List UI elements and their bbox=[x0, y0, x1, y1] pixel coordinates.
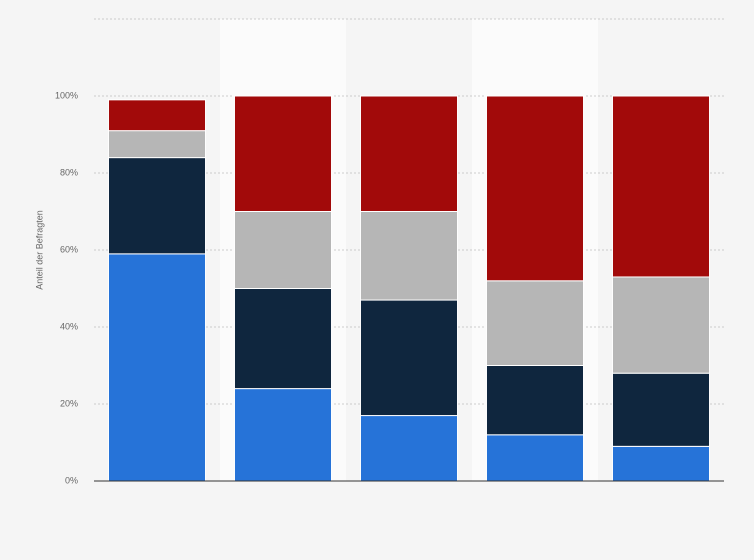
y-tick-label: 40% bbox=[60, 321, 78, 331]
bar-segment bbox=[233, 211, 333, 289]
bar-segment bbox=[107, 130, 207, 159]
y-tick-label: 100% bbox=[55, 90, 78, 100]
bar-segment bbox=[485, 280, 585, 366]
bar-segment bbox=[107, 157, 207, 255]
bar-segment bbox=[233, 288, 333, 390]
y-tick-label: 0% bbox=[65, 475, 78, 485]
bar-segment bbox=[611, 372, 711, 447]
bar-segment bbox=[359, 95, 459, 212]
bar-segment bbox=[611, 276, 711, 374]
bar-segment bbox=[485, 365, 585, 436]
y-tick-label: 60% bbox=[60, 244, 78, 254]
bar-segment bbox=[359, 211, 459, 301]
bar-segment bbox=[611, 95, 711, 278]
bar-segment bbox=[485, 434, 585, 482]
bar-segment bbox=[107, 253, 207, 482]
bar-segment bbox=[485, 95, 585, 282]
bar-segment bbox=[359, 299, 459, 417]
bar-segment bbox=[233, 95, 333, 212]
bar-segment bbox=[611, 445, 711, 482]
bar-segment bbox=[233, 388, 333, 482]
bar-segment bbox=[359, 415, 459, 482]
y-axis-label: Anteil der Befragten bbox=[34, 210, 44, 290]
bar-segment bbox=[107, 99, 207, 132]
y-tick-label: 80% bbox=[60, 167, 78, 177]
y-tick-label: 20% bbox=[60, 398, 78, 408]
